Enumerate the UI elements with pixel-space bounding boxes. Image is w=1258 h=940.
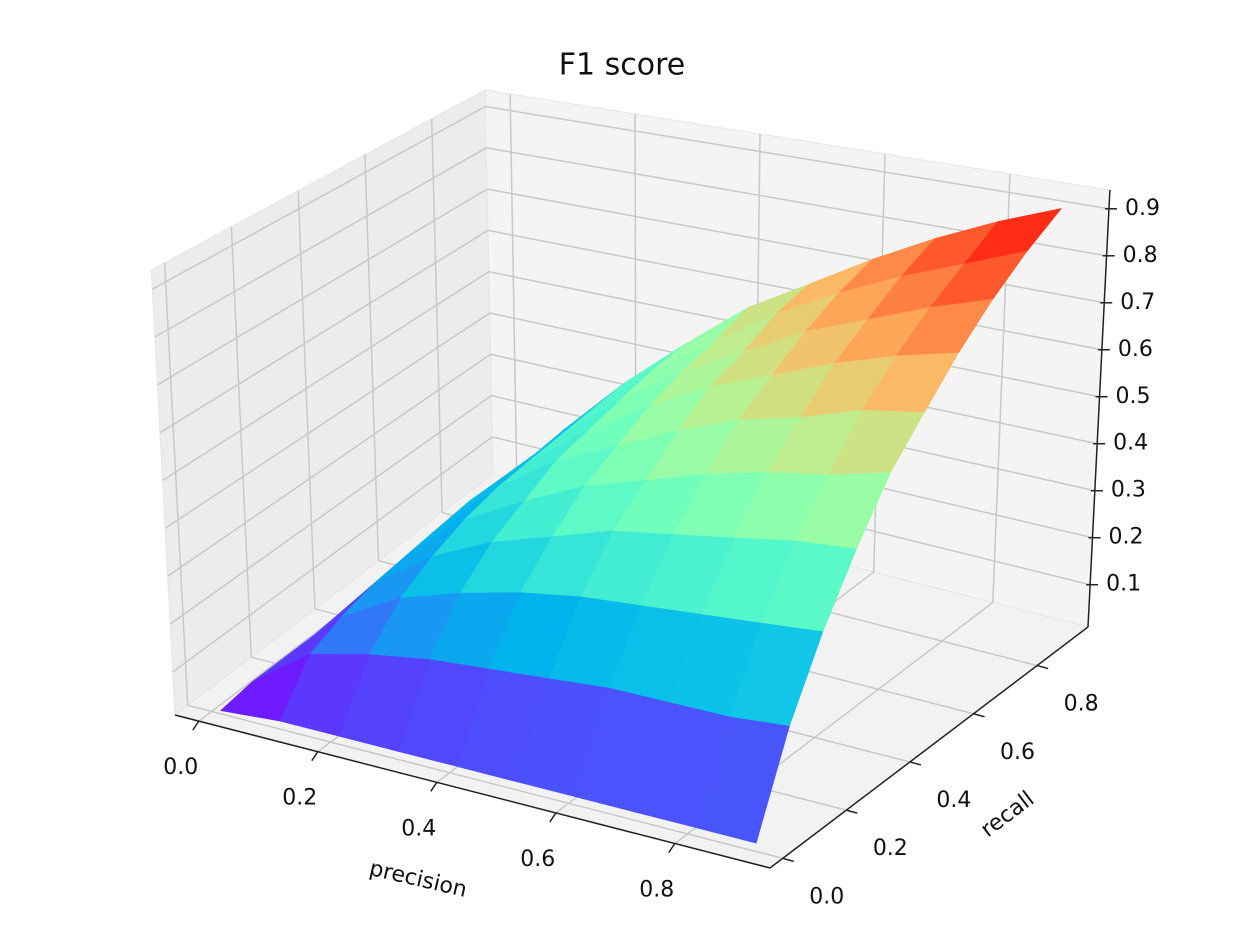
grid-line	[297, 190, 316, 609]
y-tick	[782, 857, 794, 863]
grid-line	[364, 154, 380, 561]
x-tick-label: 0.8	[639, 878, 674, 903]
x-axis-label: precision	[367, 856, 469, 903]
grid-line	[230, 226, 253, 658]
x-tick	[311, 751, 319, 762]
y-tick-label: 0.0	[809, 884, 844, 909]
grid-line	[485, 105, 1110, 210]
z-tick-label: 0.5	[1116, 384, 1151, 409]
grid-line	[164, 312, 491, 530]
z-tick-label: 0.8	[1123, 243, 1158, 268]
z-tick-label: 0.6	[1118, 337, 1153, 362]
z-axis-line	[1087, 189, 1111, 628]
x-tick-label: 0.6	[520, 847, 555, 872]
grid-line	[162, 271, 490, 482]
x-tick-label: 0.0	[163, 755, 198, 780]
surface-face	[696, 716, 790, 844]
x-tick-label: 0.2	[282, 786, 317, 811]
grid-line	[169, 394, 492, 625]
y-tick-label: 0.6	[1000, 740, 1035, 765]
grid-line	[154, 147, 487, 338]
z-tick-label: 0.7	[1120, 290, 1155, 315]
y-axis-label: recall	[976, 787, 1039, 843]
grid-line	[151, 105, 486, 290]
y-tick	[909, 761, 922, 766]
grid-line	[187, 704, 783, 860]
x-axis-line	[174, 714, 771, 869]
z-tick-label: 0.2	[1108, 525, 1143, 550]
x-tick-label: 0.4	[401, 816, 436, 841]
grid-line	[159, 229, 489, 434]
chart-title: F1 score	[559, 48, 686, 83]
y-tick	[973, 713, 985, 718]
z-tick-label: 0.9	[1125, 196, 1160, 221]
grid-line	[163, 262, 189, 706]
y-tick-label: 0.4	[936, 788, 971, 813]
z-tick-label: 0.1	[1106, 572, 1141, 597]
grid-line	[430, 118, 443, 513]
x-tick	[430, 781, 438, 792]
y-tick	[1036, 664, 1049, 670]
grid-line	[509, 93, 518, 481]
grid-line	[167, 353, 491, 577]
y-tick-label: 0.2	[873, 836, 908, 861]
y-tick	[846, 809, 858, 814]
z-tick-label: 0.4	[1113, 431, 1148, 456]
grid-line	[172, 436, 493, 673]
x-tick	[549, 812, 557, 823]
x-tick	[192, 720, 200, 731]
y-axis-line	[769, 626, 1089, 869]
x-tick	[668, 843, 676, 853]
grid-line	[156, 188, 488, 386]
z-tick-label: 0.3	[1111, 478, 1146, 503]
y-tick-label: 0.8	[1064, 692, 1099, 717]
